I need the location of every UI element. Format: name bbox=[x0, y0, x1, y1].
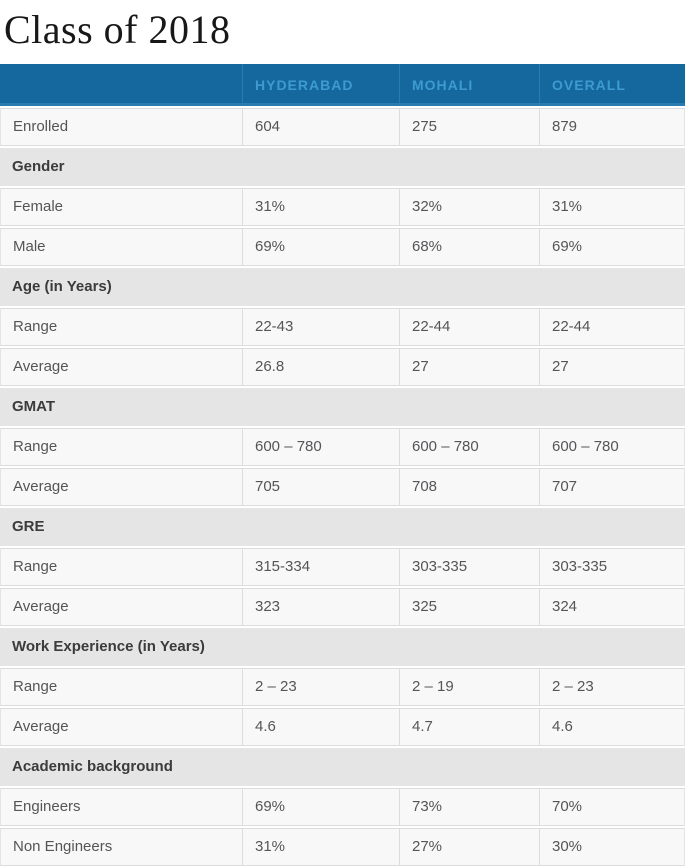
row-value: 22-43 bbox=[243, 308, 400, 346]
row-value: 4.6 bbox=[540, 708, 685, 746]
table-row: Engineers 69% 73% 70% bbox=[0, 788, 685, 826]
row-value: 2 – 23 bbox=[243, 668, 400, 706]
row-value: 30% bbox=[540, 828, 685, 866]
section-row: Work Experience (in Years) bbox=[0, 628, 685, 666]
section-row: Age (in Years) bbox=[0, 268, 685, 306]
row-value: 31% bbox=[540, 188, 685, 226]
table-row: Range 2 – 23 2 – 19 2 – 23 bbox=[0, 668, 685, 706]
row-value: 27 bbox=[540, 348, 685, 386]
class-stats-table: HYDERABAD MOHALI OVERALL Enrolled 604 27… bbox=[0, 62, 685, 868]
row-value: 26.8 bbox=[243, 348, 400, 386]
row-value: 707 bbox=[540, 468, 685, 506]
header-col-mohali: MOHALI bbox=[400, 64, 540, 106]
table-row: Male 69% 68% 69% bbox=[0, 228, 685, 266]
page: Class of 2018 HYDERABAD MOHALI OVERALL E… bbox=[0, 7, 685, 868]
row-value: 323 bbox=[243, 588, 400, 626]
row-value: 4.6 bbox=[243, 708, 400, 746]
header-col-hyderabad: HYDERABAD bbox=[243, 64, 400, 106]
row-value: 31% bbox=[243, 188, 400, 226]
table-row: Average 323 325 324 bbox=[0, 588, 685, 626]
section-row: GRE bbox=[0, 508, 685, 546]
row-value: 315-334 bbox=[243, 548, 400, 586]
row-value: 69% bbox=[540, 228, 685, 266]
header-corner-cell bbox=[0, 64, 243, 106]
row-value: 73% bbox=[400, 788, 540, 826]
table-header: HYDERABAD MOHALI OVERALL bbox=[0, 64, 685, 106]
section-label: GRE bbox=[0, 508, 685, 546]
row-label: Engineers bbox=[0, 788, 243, 826]
row-label: Non Engineers bbox=[0, 828, 243, 866]
row-value: 604 bbox=[243, 108, 400, 146]
table-row: Range 600 – 780 600 – 780 600 – 780 bbox=[0, 428, 685, 466]
section-label: Age (in Years) bbox=[0, 268, 685, 306]
row-value: 27 bbox=[400, 348, 540, 386]
row-value: 68% bbox=[400, 228, 540, 266]
row-value: 32% bbox=[400, 188, 540, 226]
section-label: GMAT bbox=[0, 388, 685, 426]
section-row: Academic background bbox=[0, 748, 685, 786]
row-value: 69% bbox=[243, 228, 400, 266]
section-label: Gender bbox=[0, 148, 685, 186]
row-value: 31% bbox=[243, 828, 400, 866]
row-value: 600 – 780 bbox=[243, 428, 400, 466]
row-value: 27% bbox=[400, 828, 540, 866]
section-row: GMAT bbox=[0, 388, 685, 426]
section-label: Academic background bbox=[0, 748, 685, 786]
table-row: Range 22-43 22-44 22-44 bbox=[0, 308, 685, 346]
row-label: Average bbox=[0, 348, 243, 386]
row-label: Enrolled bbox=[0, 108, 243, 146]
table-row: Average 4.6 4.7 4.6 bbox=[0, 708, 685, 746]
row-label: Range bbox=[0, 548, 243, 586]
table-body: Enrolled 604 275 879 Gender Female 31% 3… bbox=[0, 108, 685, 866]
row-value: 708 bbox=[400, 468, 540, 506]
row-label: Male bbox=[0, 228, 243, 266]
row-value: 22-44 bbox=[540, 308, 685, 346]
row-value: 600 – 780 bbox=[540, 428, 685, 466]
row-label: Range bbox=[0, 668, 243, 706]
row-value: 2 – 23 bbox=[540, 668, 685, 706]
row-value: 705 bbox=[243, 468, 400, 506]
row-value: 2 – 19 bbox=[400, 668, 540, 706]
header-row: HYDERABAD MOHALI OVERALL bbox=[0, 64, 685, 106]
row-value: 324 bbox=[540, 588, 685, 626]
row-value: 22-44 bbox=[400, 308, 540, 346]
row-value: 879 bbox=[540, 108, 685, 146]
table-row: Non Engineers 31% 27% 30% bbox=[0, 828, 685, 866]
table-row: Range 315-334 303-335 303-335 bbox=[0, 548, 685, 586]
section-row: Gender bbox=[0, 148, 685, 186]
row-value: 325 bbox=[400, 588, 540, 626]
row-label: Average bbox=[0, 588, 243, 626]
row-label: Female bbox=[0, 188, 243, 226]
row-value: 303-335 bbox=[540, 548, 685, 586]
page-title: Class of 2018 bbox=[4, 7, 231, 52]
table-row: Female 31% 32% 31% bbox=[0, 188, 685, 226]
row-label: Range bbox=[0, 308, 243, 346]
table-row: Average 705 708 707 bbox=[0, 468, 685, 506]
table-row: Enrolled 604 275 879 bbox=[0, 108, 685, 146]
row-label: Range bbox=[0, 428, 243, 466]
header-col-overall: OVERALL bbox=[540, 64, 685, 106]
section-label: Work Experience (in Years) bbox=[0, 628, 685, 666]
row-value: 4.7 bbox=[400, 708, 540, 746]
row-value: 69% bbox=[243, 788, 400, 826]
row-value: 70% bbox=[540, 788, 685, 826]
row-value: 303-335 bbox=[400, 548, 540, 586]
row-value: 275 bbox=[400, 108, 540, 146]
row-value: 600 – 780 bbox=[400, 428, 540, 466]
table-row: Average 26.8 27 27 bbox=[0, 348, 685, 386]
row-label: Average bbox=[0, 468, 243, 506]
row-label: Average bbox=[0, 708, 243, 746]
